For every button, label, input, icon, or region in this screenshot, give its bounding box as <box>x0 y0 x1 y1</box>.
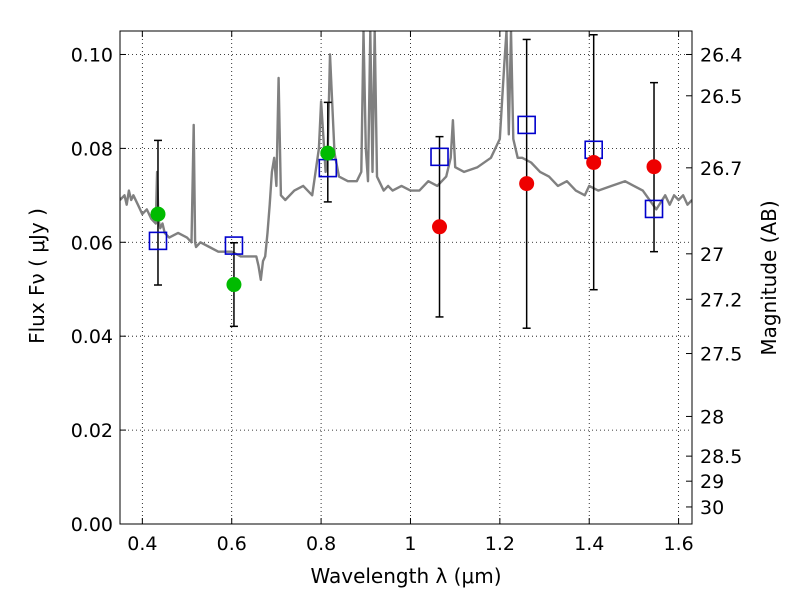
observed-point <box>150 206 166 222</box>
model-square-marker <box>148 231 168 251</box>
grid-lines <box>120 31 692 525</box>
magnitude-axis-title: Magnitude (AB) <box>757 200 781 355</box>
x-tick-label: 1.6 <box>663 533 693 555</box>
y-tick-label: 0.06 <box>71 232 113 254</box>
model-square-marker <box>644 199 664 219</box>
x-tick-label: 0.6 <box>217 533 247 555</box>
spectrum-series <box>120 31 692 281</box>
x-tick-label: 0.4 <box>127 533 157 555</box>
mag-tick-label: 30 <box>700 497 724 519</box>
model-square-marker <box>430 147 449 167</box>
y-tick-label: 0.08 <box>71 138 113 160</box>
x-tick-label: 0.8 <box>306 533 336 555</box>
x-tick-label: 1.4 <box>574 533 604 555</box>
y-tick-label: 0.10 <box>71 44 113 66</box>
mag-tick-label: 27.5 <box>700 344 742 366</box>
observed-point <box>586 154 602 170</box>
observed-point <box>432 219 448 235</box>
observed-point <box>320 145 336 161</box>
mag-tick-label: 29 <box>700 471 724 493</box>
plot-frame <box>119 30 693 525</box>
axis-ticks: 0.4 0.6 0.8 1 1.2 1.4 1.6 0.00 0.02 0.04 0.06 0.08 0… <box>71 31 742 555</box>
x-tick-label: 1.2 <box>485 533 515 555</box>
mag-tick-label: 26.5 <box>700 86 742 108</box>
mag-tick-label: 27.2 <box>700 289 742 311</box>
observed-point <box>226 277 242 293</box>
model-square-marker <box>517 115 536 135</box>
x-tick-label: 1 <box>404 533 416 555</box>
y-tick-label: 0.00 <box>71 514 113 536</box>
y-axis-title: Flux Fν ( μJy ) <box>25 208 49 344</box>
observed-point <box>519 176 535 192</box>
y-tick-label: 0.04 <box>71 326 113 348</box>
x-axis-title: Wavelength λ (μm) <box>310 564 501 588</box>
y-tick-label: 0.02 <box>71 420 113 442</box>
mag-tick-label: 26.4 <box>700 44 742 66</box>
spectrum-line <box>120 31 692 281</box>
observed-point <box>646 159 662 175</box>
mag-tick-label: 27 <box>700 244 724 266</box>
model-square-marker <box>224 236 244 255</box>
mag-tick-label: 28.5 <box>700 446 742 468</box>
mag-tick-label: 26.7 <box>700 158 742 180</box>
data-markers <box>148 34 664 329</box>
mag-tick-label: 28 <box>700 406 724 428</box>
